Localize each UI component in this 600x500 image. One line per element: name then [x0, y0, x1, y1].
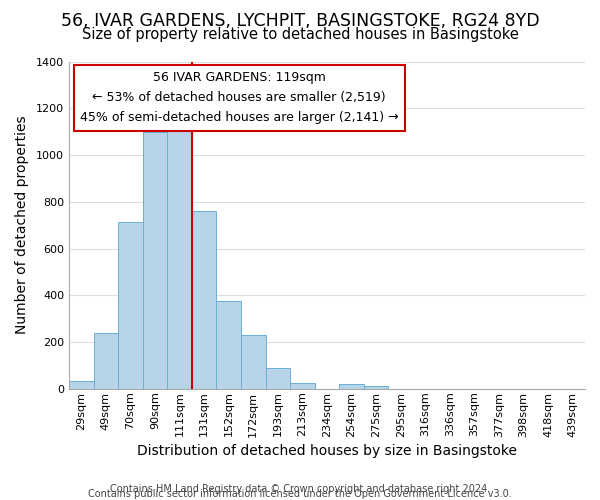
Bar — [364, 386, 388, 389]
Bar — [118, 222, 143, 389]
X-axis label: Distribution of detached houses by size in Basingstoke: Distribution of detached houses by size … — [137, 444, 517, 458]
Text: 56, IVAR GARDENS, LYCHPIT, BASINGSTOKE, RG24 8YD: 56, IVAR GARDENS, LYCHPIT, BASINGSTOKE, … — [61, 12, 539, 30]
Bar — [167, 130, 192, 389]
Text: Contains HM Land Registry data © Crown copyright and database right 2024.: Contains HM Land Registry data © Crown c… — [110, 484, 490, 494]
Bar — [339, 384, 364, 389]
Bar — [241, 336, 266, 389]
Bar — [94, 332, 118, 389]
Bar — [217, 301, 241, 389]
Text: Size of property relative to detached houses in Basingstoke: Size of property relative to detached ho… — [82, 28, 518, 42]
Y-axis label: Number of detached properties: Number of detached properties — [15, 116, 29, 334]
Text: Contains public sector information licensed under the Open Government Licence v3: Contains public sector information licen… — [88, 489, 512, 499]
Bar — [192, 211, 217, 389]
Bar — [143, 132, 167, 389]
Bar — [69, 380, 94, 389]
Text: 56 IVAR GARDENS: 119sqm
← 53% of detached houses are smaller (2,519)
45% of semi: 56 IVAR GARDENS: 119sqm ← 53% of detache… — [80, 72, 398, 124]
Bar — [266, 368, 290, 389]
Bar — [290, 383, 314, 389]
